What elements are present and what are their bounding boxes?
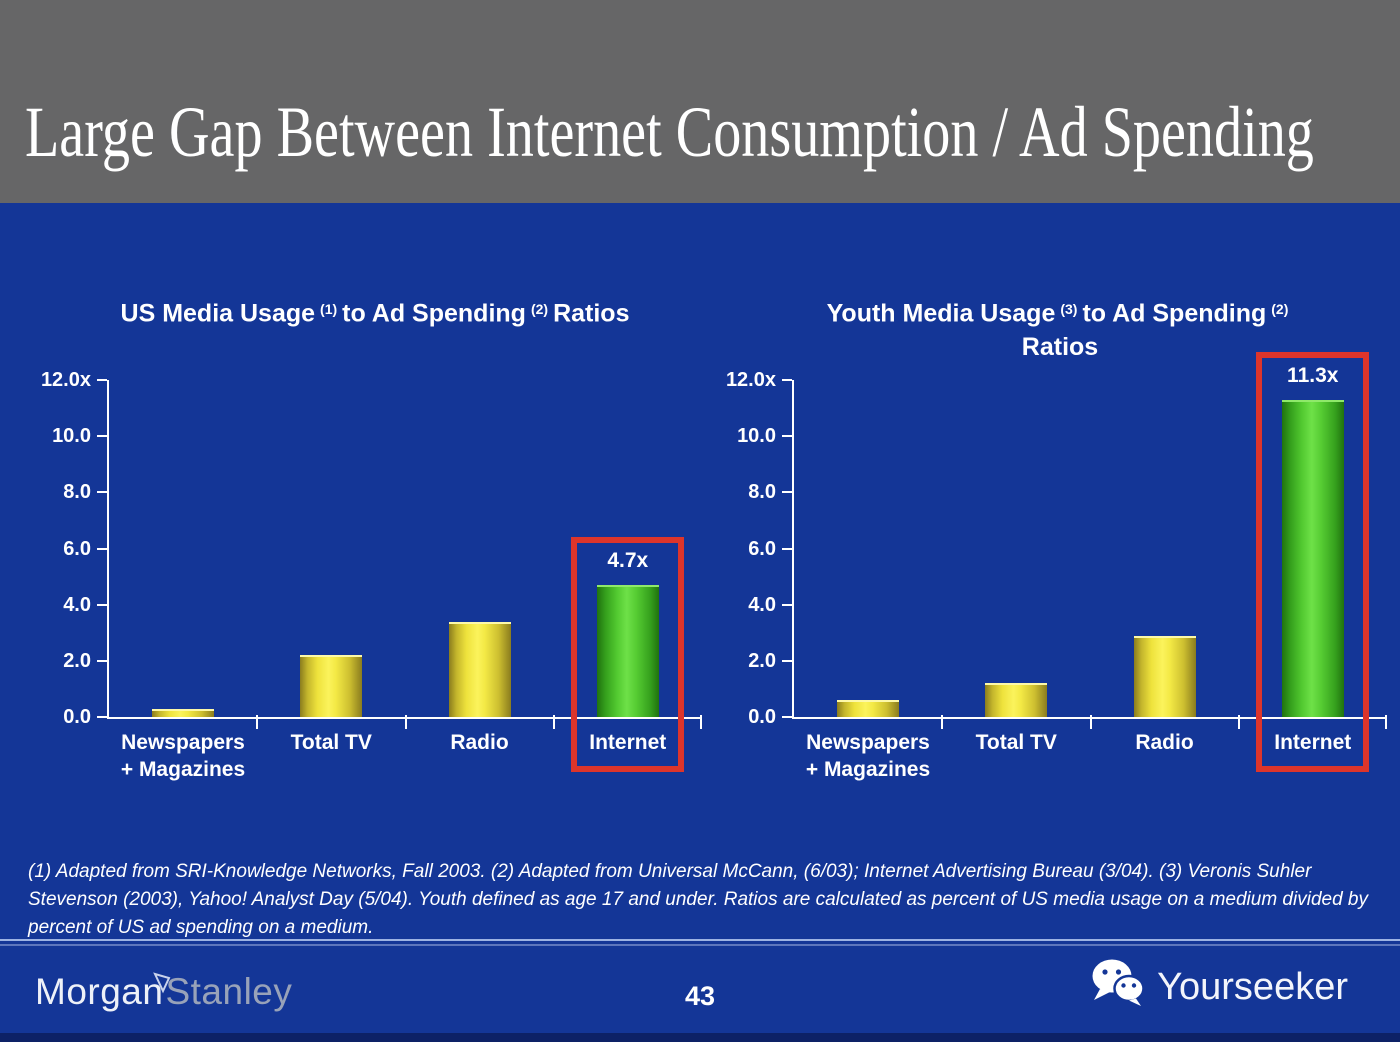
y-axis-tick-label: 2.0 xyxy=(63,649,91,672)
y-axis-tick-mark xyxy=(782,435,792,438)
chart-title-line1: US Media Usage (1) to Ad Spending (2) Ratios xyxy=(30,290,720,330)
y-axis-tick-mark xyxy=(97,659,107,662)
wechat-icon xyxy=(1091,957,1145,1017)
bar-internet xyxy=(596,585,659,717)
category-label-line: Total TV xyxy=(290,731,372,754)
slide-header: Large Gap Between Internet Consumption /… xyxy=(0,0,1400,203)
y-axis-tick-label: 8.0 xyxy=(748,481,776,504)
y-axis-tick-mark xyxy=(97,491,107,494)
brand-morgan: Morgan xyxy=(35,971,164,1012)
x-axis-tick-mark xyxy=(700,715,702,729)
footnote-ref-3: (3) xyxy=(1060,301,1078,317)
chart-title-text: to Ad Spending xyxy=(342,299,526,328)
category-label-total-tv: Total TV xyxy=(942,729,1090,756)
y-axis-tick-mark xyxy=(97,716,107,718)
brand-stanley: Stanley xyxy=(165,971,293,1012)
y-axis-tick-label: 6.0 xyxy=(63,537,91,560)
x-axis-tick-mark xyxy=(404,715,407,729)
chart-title: US Media Usage (1) to Ad Spending (2) Ratios xyxy=(30,290,720,330)
highlight-rectangle xyxy=(571,537,685,772)
highlight-rectangle xyxy=(1256,351,1370,772)
footnote-ref-2: (2) xyxy=(530,301,549,317)
chart-title-text: US Media Usage xyxy=(120,299,316,328)
y-axis-tick-mark xyxy=(782,659,792,662)
bar-internet xyxy=(1281,399,1344,717)
category-label-internet: Internet xyxy=(1239,729,1387,756)
footnote-ref-1: (1) xyxy=(320,301,338,317)
y-axis-tick-label: 2.0 xyxy=(748,649,776,672)
plot-area: 12.0x 10.0 8.0 6.0 4.0 2.0 0.0 Newspapers + Maga… xyxy=(726,351,1387,781)
x-axis-tick-mark xyxy=(552,715,555,729)
y-axis-tick-mark xyxy=(782,379,792,381)
category-label-line: Newspapers xyxy=(121,731,245,754)
y-axis-tick-mark xyxy=(782,491,792,494)
y-axis-tick-mark xyxy=(782,547,792,550)
slide-footer: Morgan Stanley 43 Yourseeker xyxy=(0,947,1400,1042)
chart-title-line2: Ratios xyxy=(1021,333,1099,362)
bar-total-tv xyxy=(985,683,1048,717)
bar-radio xyxy=(1133,635,1196,717)
category-label-line: + Magazines xyxy=(805,758,931,781)
y-axis-tick-label: 0.0 xyxy=(63,706,91,728)
y-axis-tick-mark xyxy=(782,716,792,718)
y-axis-tick-label: 8.0 xyxy=(63,481,91,504)
x-axis-tick-mark xyxy=(941,715,944,729)
chart-title-text: Ratios xyxy=(553,299,630,328)
category-label-line: Radio xyxy=(1135,731,1194,754)
y-axis-tick-mark xyxy=(97,379,107,381)
category-label-newspapers-magazines: Newspapers + Magazines xyxy=(109,729,257,783)
bar-newspapers-magazines xyxy=(837,700,900,717)
chart-title: Youth Media Usage (3) to Ad Spending (2) Ra… xyxy=(715,290,1400,364)
y-axis-tick-label: 0.0 xyxy=(748,706,776,728)
x-axis-tick-mark xyxy=(1385,715,1387,729)
category-label-newspapers-magazines: Newspapers + Magazines xyxy=(794,729,942,783)
category-label-line: Internet xyxy=(1274,731,1352,754)
category-label-radio: Radio xyxy=(406,729,554,756)
x-axis-tick-mark xyxy=(1237,715,1240,729)
yourseeker-watermark: Yourseeker xyxy=(1091,957,1348,1017)
footnote-ref-2: (2) xyxy=(1271,301,1289,317)
bottom-strip xyxy=(0,1033,1400,1042)
bar-radio xyxy=(448,621,511,717)
bar-total-tv xyxy=(300,655,363,717)
y-axis-tick-label: 4.0 xyxy=(748,593,776,616)
footer-divider xyxy=(0,939,1400,946)
bar-value-label: 4.7x xyxy=(607,549,649,573)
category-label-line: Newspapers xyxy=(806,731,930,754)
category-label-line: Internet xyxy=(589,731,667,754)
y-axis-tick-mark xyxy=(97,603,107,606)
chart-title-text: Youth Media Usage xyxy=(826,299,1056,328)
footnote: (1) Adapted from SRI-Knowledge Networks,… xyxy=(28,861,1368,938)
x-axis-tick-mark xyxy=(256,715,259,729)
watermark-text: Yourseeker xyxy=(1157,965,1348,1008)
youth-media-usage-chart: Youth Media Usage (3) to Ad Spending (2) Ra… xyxy=(715,283,1400,823)
category-label-radio: Radio xyxy=(1091,729,1239,756)
y-axis-tick-mark xyxy=(97,435,107,438)
category-label-total-tv: Total TV xyxy=(257,729,405,756)
plot-area: 12.0x 10.0 8.0 6.0 4.0 2.0 0.0 Newspapers + Maga… xyxy=(41,369,702,781)
chart-title-text: to Ad Spending xyxy=(1082,299,1267,328)
y-axis-tick-label: 6.0 xyxy=(748,537,776,560)
category-label-internet: Internet xyxy=(554,729,702,756)
us-media-usage-chart: US Media Usage (1) to Ad Spending (2) Ratios… xyxy=(30,283,720,823)
y-axis-tick-label: 10.0 xyxy=(737,425,776,448)
y-axis-tick-label: 10.0 xyxy=(52,425,91,448)
bar-newspapers-magazines xyxy=(152,708,215,717)
y-axis-tick-label: 12.0x xyxy=(40,369,91,391)
category-label-line: + Magazines xyxy=(120,758,246,781)
morgan-stanley-logo: Morgan Stanley xyxy=(35,971,292,1013)
x-axis-tick-mark xyxy=(1089,715,1092,729)
y-axis-tick-mark xyxy=(97,547,107,550)
y-axis-tick-label: 4.0 xyxy=(63,593,91,616)
category-label-line: Radio xyxy=(450,731,509,754)
slide-title: Large Gap Between Internet Consumption /… xyxy=(25,92,1314,172)
chart-title-line1: Youth Media Usage (3) to Ad Spending (2) xyxy=(715,290,1400,330)
y-axis-tick-label: 12.0x xyxy=(725,369,776,391)
page-number: 43 xyxy=(684,981,716,1011)
bar-value-label: 11.3x xyxy=(1287,363,1339,387)
category-label-line: Total TV xyxy=(975,731,1057,754)
y-axis-tick-mark xyxy=(782,603,792,606)
